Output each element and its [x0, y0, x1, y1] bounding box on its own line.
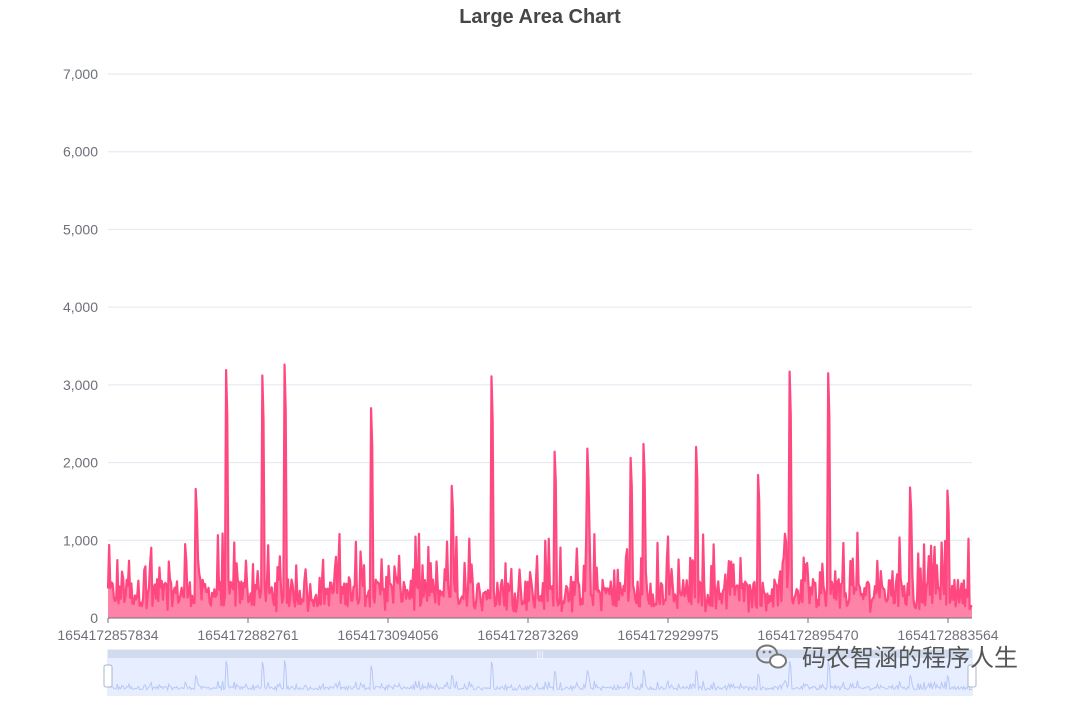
series-area	[106, 363, 973, 618]
x-axis: 1654172857834 1654172882761 1654173094056 1…	[57, 617, 999, 643]
x-tick-label: 1654172873269	[477, 627, 578, 643]
watermark-text: 码农智涵的程序人生	[802, 644, 1018, 672]
y-tick-label: 3,000	[63, 377, 98, 393]
series-line	[106, 363, 973, 613]
data-zoom-slider[interactable]: |||	[103, 649, 977, 696]
wechat-icon	[756, 644, 787, 669]
x-tick-label: 1654172857834	[57, 627, 158, 643]
chart-title: Large Area Chart	[459, 6, 621, 28]
grid-lines	[108, 73, 972, 541]
zoom-move-bar[interactable]	[108, 650, 972, 658]
y-tick-label: 2,000	[63, 455, 98, 471]
zoom-grip-icon: |||	[536, 650, 544, 659]
zoom-handle-end[interactable]	[967, 664, 977, 688]
x-tick-label: 1654173094056	[337, 627, 438, 643]
y-tick-label: 7,000	[63, 66, 98, 82]
y-axis: 0 1,000 2,000 3,000 4,000 5,000 6,000 7,000	[63, 66, 98, 626]
x-tick-label: 1654172895470	[757, 627, 858, 643]
y-tick-label: 0	[90, 610, 98, 626]
x-tick-label: 1654172929975	[617, 627, 718, 643]
y-tick-label: 5,000	[63, 221, 98, 237]
x-tick-label: 1654172883564	[897, 627, 998, 643]
y-tick-label: 1,000	[63, 532, 98, 548]
zoom-preview-line	[107, 660, 973, 693]
y-tick-label: 4,000	[63, 299, 98, 315]
zoom-handle-start[interactable]	[103, 664, 113, 688]
x-tick-label: 1654172882761	[197, 627, 298, 643]
y-tick-label: 6,000	[63, 144, 98, 160]
watermark: 码农智涵的程序人生	[756, 644, 1018, 672]
